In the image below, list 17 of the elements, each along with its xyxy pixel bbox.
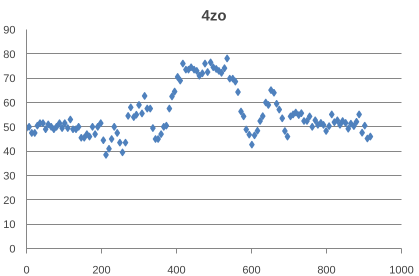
y-tick-label: 20 (3, 194, 16, 207)
y-tick-label: 90 (3, 24, 16, 36)
x-tick-label: 600 (242, 264, 261, 276)
x-tick-label: 200 (92, 264, 111, 276)
y-tick-label: 80 (3, 48, 16, 61)
y-tick-label: 40 (3, 146, 16, 158)
y-tick-label: 0 (9, 244, 16, 256)
x-tick-label: 400 (167, 264, 186, 276)
y-tick-label: 50 (3, 122, 16, 134)
x-tick-label: 1000 (389, 264, 414, 276)
y-tick-label: 60 (3, 98, 16, 110)
y-tick-label: 10 (3, 219, 16, 232)
x-tick-label: 800 (317, 264, 336, 276)
x-tick-label: 0 (23, 264, 30, 276)
chart-title: 4zo (202, 8, 227, 24)
y-tick-label: 70 (3, 73, 16, 86)
y-tick-label: 30 (3, 170, 16, 182)
